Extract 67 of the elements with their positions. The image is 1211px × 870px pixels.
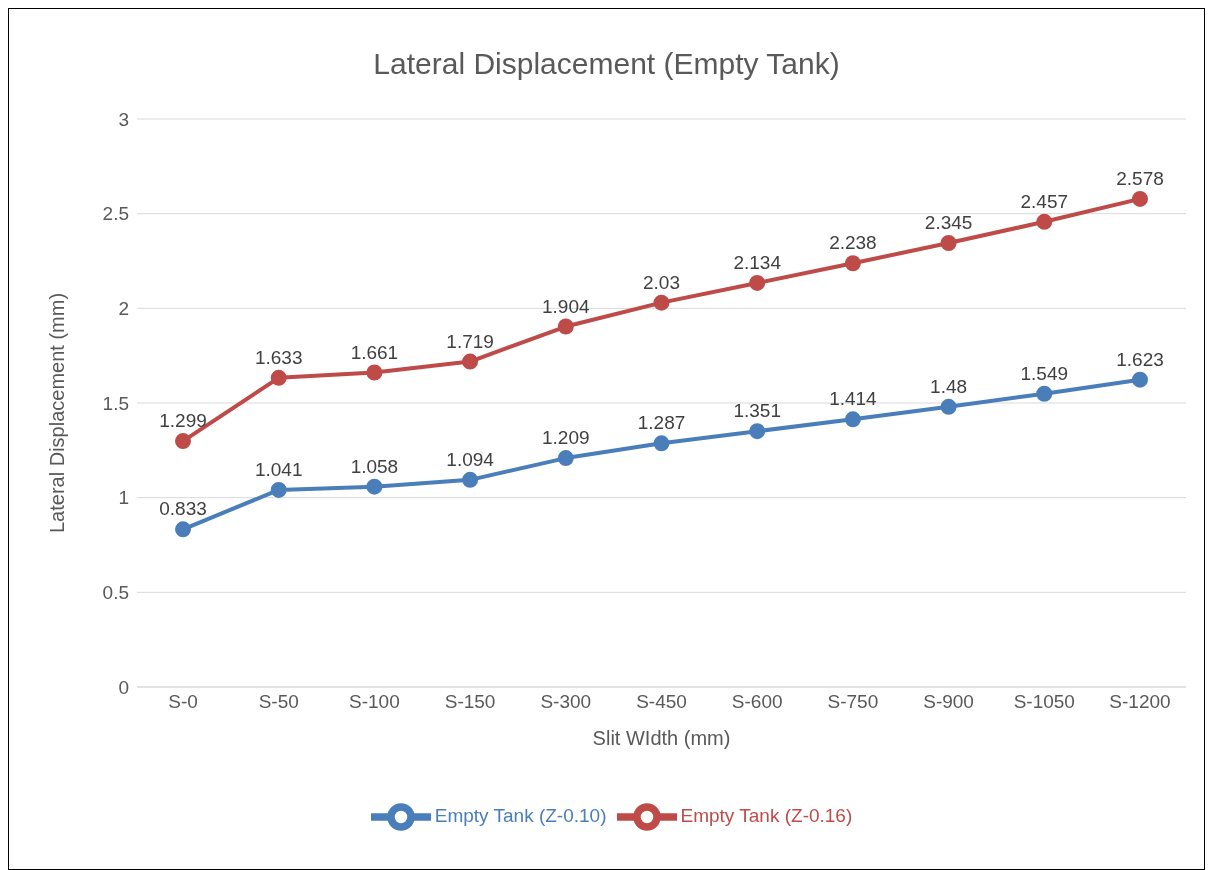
data-label: 2.345 (924, 212, 973, 234)
y-tick-label: 2 (118, 298, 129, 320)
legend-label: Empty Tank (Z-0.10) (434, 805, 607, 827)
data-label: 1.041 (254, 458, 303, 480)
point (749, 274, 766, 291)
y-tick-label: 1.5 (102, 392, 129, 414)
data-label: 1.058 (350, 455, 399, 477)
data-label: 1.719 (446, 330, 494, 352)
x-axis-title: Slit WIdth (mm) (592, 727, 731, 749)
data-label: 2.457 (1020, 190, 1069, 212)
point (270, 369, 287, 386)
x-tick-label: S-1200 (1109, 691, 1171, 713)
data-label: 2.238 (829, 232, 877, 254)
point (1132, 371, 1148, 388)
legend-label: Empty Tank (Z-0.16) (680, 805, 853, 827)
data-label: 1.48 (930, 375, 968, 397)
data-label: 1.623 (1116, 348, 1164, 370)
data-label: 1.414 (829, 388, 878, 410)
data-label: 1.094 (446, 448, 495, 470)
point (462, 353, 479, 370)
x-tick-label: S-1050 (1013, 691, 1075, 713)
point (366, 364, 383, 381)
data-label: 1.904 (542, 295, 591, 317)
point (940, 398, 957, 415)
y-tick-label: 0.5 (102, 582, 129, 604)
point (749, 423, 766, 440)
data-label: 1.209 (542, 427, 590, 449)
y-tick-label: 0 (118, 676, 129, 698)
y-tick-label: 3 (118, 108, 129, 130)
x-tick-label: S-450 (636, 691, 687, 713)
x-tick-label: S-300 (540, 691, 592, 713)
point (844, 255, 861, 272)
point (366, 478, 383, 495)
data-label: 2.03 (643, 271, 680, 293)
data-label: 0.833 (159, 498, 207, 520)
data-label: 1.633 (254, 346, 303, 368)
x-tick-label: S-750 (827, 691, 879, 713)
point (1132, 190, 1148, 207)
x-tick-label: S-900 (923, 691, 974, 713)
data-label: 2.578 (1116, 167, 1164, 189)
point (1036, 213, 1053, 230)
x-tick-label: S-50 (258, 691, 299, 713)
y-tick-label: 1 (118, 487, 129, 509)
y-axis-title: Lateral Displacement (mm) (46, 292, 69, 533)
data-label: 2.134 (733, 251, 782, 273)
point (175, 521, 191, 538)
data-label: 1.661 (350, 341, 399, 363)
x-tick-label: S-600 (731, 691, 783, 713)
x-tick-label: S-150 (444, 691, 496, 713)
data-label: 1.549 (1020, 362, 1069, 384)
x-tick-label: S-100 (349, 691, 400, 713)
point (557, 318, 574, 335)
data-label: 1.299 (159, 410, 207, 432)
point (940, 235, 957, 252)
point (462, 471, 479, 488)
point (270, 481, 287, 498)
point (653, 435, 670, 452)
chart-title: Lateral Displacement (Empty Tank) (372, 47, 841, 81)
point (557, 450, 574, 467)
data-label: 1.351 (733, 400, 781, 422)
y-tick-label: 2.5 (102, 203, 129, 225)
point (653, 294, 670, 311)
point (175, 433, 191, 450)
point (844, 411, 861, 428)
data-label: 1.287 (637, 412, 686, 434)
point (1036, 385, 1053, 402)
x-tick-label: S-0 (168, 691, 198, 713)
